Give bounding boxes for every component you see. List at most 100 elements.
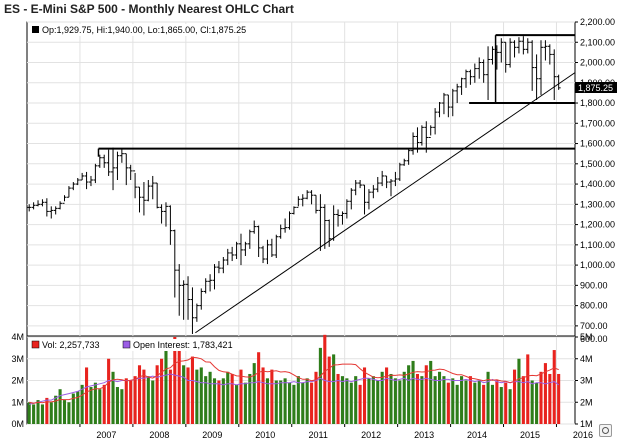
volume-bar <box>146 376 150 424</box>
volume-right-tick-label: 3M <box>580 376 593 386</box>
price-y-tick-label: 1,500.00 <box>580 159 615 169</box>
volume-bar <box>173 337 177 424</box>
volume-bar <box>80 384 84 424</box>
volume-bar <box>380 371 384 424</box>
volume-left-tick-label: 2M <box>11 376 24 386</box>
volume-bar <box>27 402 31 424</box>
trendlines <box>97 34 576 334</box>
volume-bar <box>446 382 450 424</box>
volume-bar <box>310 382 314 424</box>
volume-bar <box>204 376 208 424</box>
volume-legend-box <box>29 339 289 351</box>
volume-bar <box>49 402 53 424</box>
volume-bar <box>195 369 199 424</box>
price-legend-text: Op:1,929.75, Hi:1,940.00, Lo:1,865.00, C… <box>42 25 246 35</box>
price-y-tick-label: 2,200.00 <box>580 17 615 27</box>
volume-bar <box>371 376 375 424</box>
volume-right-tick-label: 4M <box>580 354 593 364</box>
volume-bar <box>336 373 340 424</box>
price-y-tick-label: 2,000.00 <box>580 58 615 68</box>
price-y-tick-label: 1,200.00 <box>580 220 615 230</box>
volume-bar <box>490 384 495 424</box>
volume-bar <box>40 404 44 424</box>
volume-bar <box>155 365 159 424</box>
volume-bar <box>252 363 256 424</box>
x-tick-label: 2008 <box>149 430 169 440</box>
magnifier-icon[interactable] <box>599 424 612 437</box>
price-y-tick-label: 700.00 <box>580 321 608 331</box>
volume-bar <box>142 369 146 424</box>
volume-bar <box>71 393 75 424</box>
oi-legend-swatch <box>122 340 131 349</box>
volume-bar <box>76 391 80 424</box>
volume-bar <box>89 387 93 424</box>
volume-bar <box>292 384 296 424</box>
x-tick-label: 2009 <box>202 430 222 440</box>
price-bars <box>27 36 561 334</box>
volume-bar <box>265 378 270 424</box>
volume-bar <box>160 358 164 424</box>
volume-bar <box>190 356 194 424</box>
volume-bar <box>168 369 172 424</box>
rising-trendline <box>195 72 576 334</box>
vol-legend-text: Vol: 2,257,733 <box>42 340 100 350</box>
volume-bar <box>420 376 424 424</box>
volume-average-line <box>29 356 559 404</box>
price-panel-frame <box>26 21 576 337</box>
volume-right-tick-label: 1M <box>580 419 593 429</box>
volume-left-tick-label: 3M <box>11 354 24 364</box>
volume-bar <box>305 378 309 424</box>
volume-bar <box>376 380 380 424</box>
volume-bar <box>437 371 442 424</box>
volume-bar <box>177 347 181 424</box>
volume-bars <box>27 334 561 424</box>
volume-bar <box>486 371 490 424</box>
volume-bar <box>270 369 274 424</box>
volume-left-tick-label: 1M <box>11 397 24 407</box>
volume-bar <box>385 367 389 424</box>
volume-bar <box>332 354 336 424</box>
volume-bar <box>93 382 97 424</box>
volume-bar <box>464 380 468 424</box>
volume-bar <box>314 371 318 424</box>
volume-bar <box>407 365 411 424</box>
price-y-tick-label: 1,400.00 <box>580 179 615 189</box>
volume-bar <box>58 389 62 424</box>
volume-bar <box>521 376 525 424</box>
volume-bar <box>208 371 212 424</box>
volume-bar <box>358 384 362 424</box>
volume-bar <box>477 380 481 424</box>
price-legend-swatch <box>32 26 39 33</box>
volume-bar <box>226 371 230 424</box>
volume-bar <box>349 382 353 424</box>
volume-bar <box>548 373 552 424</box>
volume-bar <box>124 378 128 424</box>
price-y-tick-label: 900.00 <box>580 280 608 290</box>
open-interest-line <box>29 373 559 405</box>
volume-bar <box>98 389 102 424</box>
volume-bar <box>557 373 561 424</box>
price-y-tick-label: 1,000.00 <box>580 260 615 270</box>
volume-bar <box>451 378 455 424</box>
price-y-tick-label: 800.00 <box>580 301 608 311</box>
volume-bar <box>398 380 402 424</box>
volume-bar <box>393 378 397 424</box>
volume-bar <box>279 380 283 424</box>
volume-bar <box>111 371 115 424</box>
x-tick-label: 2011 <box>309 430 328 440</box>
volume-bar <box>133 376 137 424</box>
volume-bar <box>499 387 503 424</box>
volume-bar <box>102 384 106 424</box>
oi-legend-text: Open Interest: 1,783,421 <box>133 340 233 350</box>
x-tick-label: 2010 <box>255 430 275 440</box>
volume-bar <box>415 373 420 424</box>
volume-left-tick-label: 0M <box>11 419 24 429</box>
volume-bar <box>239 369 243 424</box>
volume-bar <box>362 367 367 424</box>
volume-bar <box>327 356 331 424</box>
volume-bar <box>442 376 446 424</box>
volume-bar <box>535 382 539 424</box>
price-y-tick-label: 1,700.00 <box>580 118 615 128</box>
volume-bar <box>433 376 437 424</box>
volume-bar <box>318 347 322 424</box>
